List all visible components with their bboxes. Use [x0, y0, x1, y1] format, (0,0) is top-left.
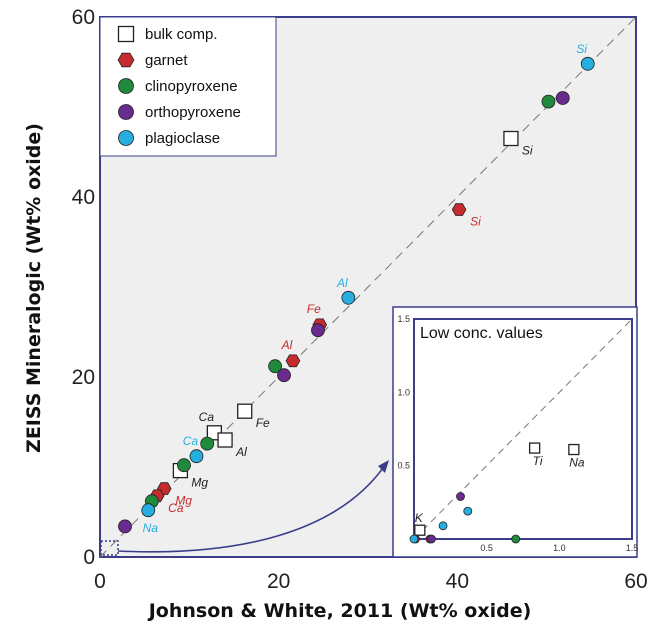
bulk-comp-point-label: Ca — [199, 410, 215, 424]
bulk-comp-point — [237, 403, 253, 419]
legend-marker-plagioclase — [118, 130, 134, 146]
plagioclase-point-label: Ca — [183, 434, 199, 448]
legend-label-clinopyroxene: clinopyroxene — [145, 78, 238, 95]
inset-bulk-comp-point — [414, 524, 426, 536]
clinopyroxene-point — [541, 94, 556, 109]
legend-label-orthopyroxene: orthopyroxene — [145, 104, 241, 121]
legend-label-garnet: garnet — [145, 52, 188, 69]
bulk-comp-point-label: Mg — [191, 476, 208, 490]
x-tick-label: 20 — [267, 570, 290, 593]
garnet-point — [285, 354, 301, 368]
inset-x-tick-label: 1.5 — [626, 543, 639, 553]
garnet-point-label: Ca — [168, 501, 184, 515]
legend-label-bulk-comp: bulk comp. — [145, 26, 218, 43]
orthopyroxene-point — [277, 368, 291, 383]
inset-bulk-comp-point-label: K — [415, 511, 424, 525]
inset-bulk-comp-point-label: Na — [569, 456, 585, 470]
clinopyroxene-point — [200, 436, 215, 451]
clinopyroxene-point — [177, 458, 191, 473]
plagioclase-point-label: Al — [336, 276, 348, 290]
inset-point-labels: K Ti Na — [415, 454, 585, 525]
zoom-arrow — [117, 467, 384, 553]
x-tick-label: 40 — [446, 570, 469, 593]
plagioclase-point — [141, 503, 156, 518]
orthopyroxene-point — [311, 323, 325, 338]
legend-label-plagioclase: plagioclase — [145, 130, 220, 147]
inset-x-tick-label: 0.5 — [480, 543, 493, 553]
y-tick-label: 60 — [72, 6, 95, 29]
plagioclase-point — [580, 56, 595, 71]
legend-marker-clinopyroxene — [118, 78, 134, 94]
inset-plot-area — [413, 318, 633, 540]
y-axis-title: ZEISS Mineralogic (Wt% oxide) — [23, 123, 45, 453]
bulk-comp-point-label: Si — [522, 144, 533, 158]
legend: bulk comp. garnet clinopyroxene orthopyroxe… — [99, 16, 277, 157]
y-tick-label: 0 — [83, 546, 95, 569]
zoom-arrow-head — [378, 460, 389, 473]
inset-plagioclase-point — [438, 521, 448, 531]
inset-orthopyroxene-point — [456, 492, 465, 501]
y-tick-label: 20 — [72, 366, 95, 389]
clinopyroxene-point — [268, 359, 282, 374]
legend-marker-orthopyroxene — [118, 104, 134, 120]
inset-plagioclase-point — [463, 506, 473, 516]
plagioclase-point — [341, 290, 356, 305]
plagioclase-point-label: Si — [576, 42, 587, 56]
legend-marker-garnet — [117, 52, 135, 68]
legend-marker-bulk-comp — [117, 25, 135, 43]
x-axis-title: Johnson & White, 2011 (Wt% oxide) — [147, 600, 532, 622]
bulk-comp-point — [503, 130, 519, 147]
inset-tick-labels: 0.5 1.0 1.5 0.5 1.0 1.5 — [397, 314, 638, 553]
garnet-point-label: Si — [470, 215, 481, 229]
inset-y-tick-label: 0.5 — [397, 461, 410, 471]
inset-bulk-comp-point-label: Ti — [533, 454, 543, 468]
inset-plagioclase-point — [409, 534, 419, 544]
x-tick-label: 60 — [624, 570, 647, 593]
y-tick-label: 40 — [72, 186, 95, 209]
bulk-comp-point-label: Al — [235, 445, 247, 459]
inset-one-to-one-line — [413, 318, 633, 540]
garnet-point — [451, 203, 467, 216]
garnet-point-label: Al — [281, 338, 293, 352]
garnet-point-label: Mg — [175, 494, 192, 508]
inset-data-points — [409, 442, 580, 544]
plagioclase-point — [189, 449, 204, 464]
zoom-region-marker — [100, 540, 119, 556]
inset-bulk-comp-point — [528, 442, 541, 454]
orthopyroxene-point — [118, 519, 132, 534]
x-tick-label: 0 — [94, 570, 106, 593]
inset-orthopyroxene-point — [427, 534, 436, 544]
inset-y-tick-label: 1.5 — [397, 314, 410, 324]
orthopyroxene-point — [555, 91, 570, 105]
inset-plot: Low conc. values 0.5 1.0 1.5 0.5 1.0 1.5 K Ti N… — [392, 306, 638, 558]
inset-clinopyroxene-point — [511, 534, 521, 544]
plagioclase-point-label: Na — [143, 521, 159, 535]
main-tick-labels: 0 20 40 60 0 20 40 60 — [72, 6, 648, 593]
garnet-point-label: Fe — [307, 302, 321, 316]
inset-y-tick-label: 1.0 — [397, 387, 410, 397]
inset-bulk-comp-point — [568, 443, 580, 456]
main-data-points — [118, 56, 595, 534]
inset-title: Low conc. values — [420, 325, 543, 342]
inset-x-tick-label: 1.0 — [553, 543, 566, 553]
bulk-comp-point-label: Fe — [256, 416, 270, 430]
bulk-comp-point — [217, 432, 233, 448]
